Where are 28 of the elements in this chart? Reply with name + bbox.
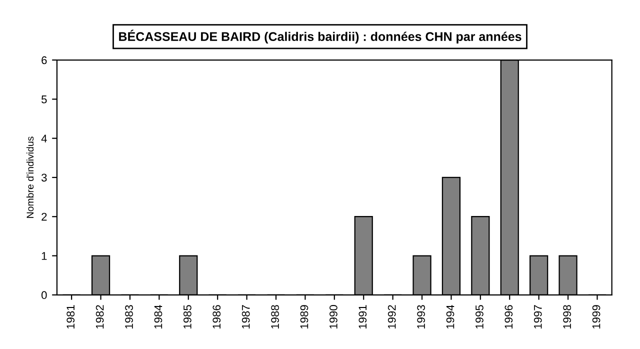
y-tick-label: 0 xyxy=(41,291,47,300)
y-tick-label: 1 xyxy=(42,252,47,260)
x-tick-label: 1992 xyxy=(388,305,396,328)
y-tick-label: 5 xyxy=(42,96,47,104)
x-tick-label: 1984 xyxy=(154,304,162,328)
x-tick-label: 1997 xyxy=(534,305,542,328)
x-tick-label: 1988 xyxy=(271,305,279,328)
x-tick-label: 1989 xyxy=(300,305,308,328)
x-tick-label: 1985 xyxy=(183,305,192,328)
x-tick-label: 1994 xyxy=(446,304,454,328)
x-tick-label: 1996 xyxy=(504,305,513,328)
y-tick-label: 2 xyxy=(42,212,47,221)
x-tick-label: 1991 xyxy=(358,305,367,328)
x-tick-label: 1999 xyxy=(592,305,600,328)
y-tick-label: 6 xyxy=(42,56,47,64)
x-tick-label: 1981 xyxy=(66,305,75,328)
x-tick-label: 1993 xyxy=(417,305,425,328)
x-tick-label: 1998 xyxy=(563,305,572,328)
x-tick-label: 1983 xyxy=(125,305,133,328)
x-tick-label: 1986 xyxy=(212,305,221,328)
chart-title: BÉCASSEAU DE BAIRD (Calidris bairdii) : données CHN par années xyxy=(119,30,522,44)
y-tick-label: 4 xyxy=(41,134,47,142)
y-axis-title: Nombre d'individus xyxy=(26,136,34,218)
x-tick-label: 1987 xyxy=(242,305,250,328)
x-tick-label: 1995 xyxy=(476,305,484,328)
y-tick-label: 3 xyxy=(41,174,47,182)
x-tick-label: 1990 xyxy=(330,305,338,328)
x-tick-label: 1982 xyxy=(96,305,104,328)
